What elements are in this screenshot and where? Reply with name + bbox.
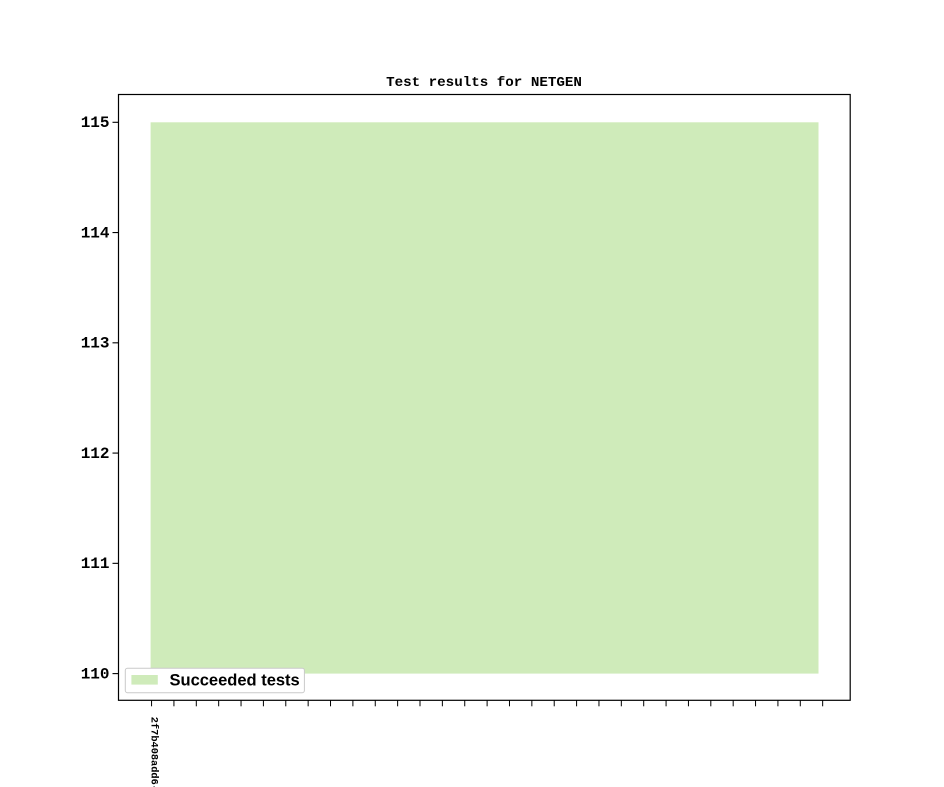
svg-text:115: 115 [81,114,110,132]
svg-text:2f7b408add6-: 2f7b408add6- [148,717,160,787]
svg-text:Test results for NETGEN: Test results for NETGEN [386,75,582,91]
svg-text:112: 112 [81,445,110,463]
svg-text:113: 113 [81,335,110,353]
svg-text:111: 111 [81,555,110,573]
svg-text:Succeeded tests: Succeeded tests [170,672,300,690]
svg-text:114: 114 [81,224,110,242]
svg-text:110: 110 [81,665,110,683]
